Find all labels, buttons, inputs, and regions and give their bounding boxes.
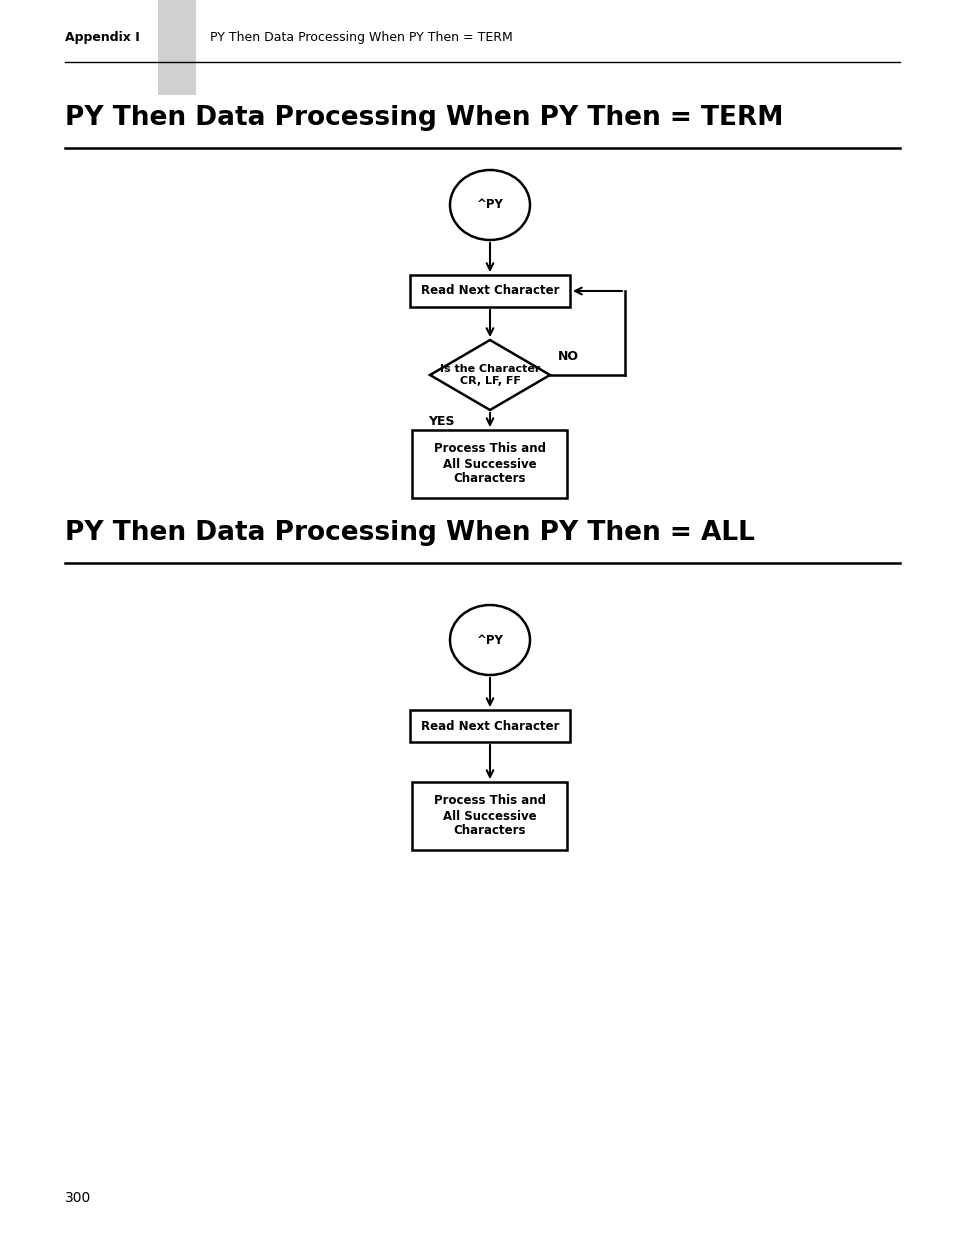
Text: Is the Character
CR, LF, FF: Is the Character CR, LF, FF: [439, 364, 539, 385]
Bar: [410, 710, 569, 742]
Bar: [412, 782, 567, 850]
Bar: [412, 430, 567, 498]
Text: Appendix I: Appendix I: [65, 32, 139, 44]
Ellipse shape: [450, 170, 530, 240]
Text: PY Then Data Processing When PY Then = TERM: PY Then Data Processing When PY Then = T…: [65, 105, 782, 131]
Text: Process This and
All Successive
Characters: Process This and All Successive Characte…: [434, 794, 545, 837]
Text: PY Then Data Processing When PY Then = ALL: PY Then Data Processing When PY Then = A…: [65, 520, 754, 546]
Bar: [158, 0, 195, 95]
Text: Process This and
All Successive
Characters: Process This and All Successive Characte…: [434, 442, 545, 485]
Bar: [410, 275, 569, 308]
Text: YES: YES: [428, 415, 454, 429]
Text: NO: NO: [558, 350, 578, 363]
Text: Read Next Character: Read Next Character: [420, 284, 558, 298]
Polygon shape: [430, 340, 550, 410]
Text: Read Next Character: Read Next Character: [420, 720, 558, 732]
Ellipse shape: [450, 605, 530, 676]
Text: PY Then Data Processing When PY Then = TERM: PY Then Data Processing When PY Then = T…: [210, 32, 512, 44]
Text: 300: 300: [65, 1191, 91, 1205]
Text: ^PY: ^PY: [476, 199, 503, 211]
Text: ^PY: ^PY: [476, 634, 503, 646]
